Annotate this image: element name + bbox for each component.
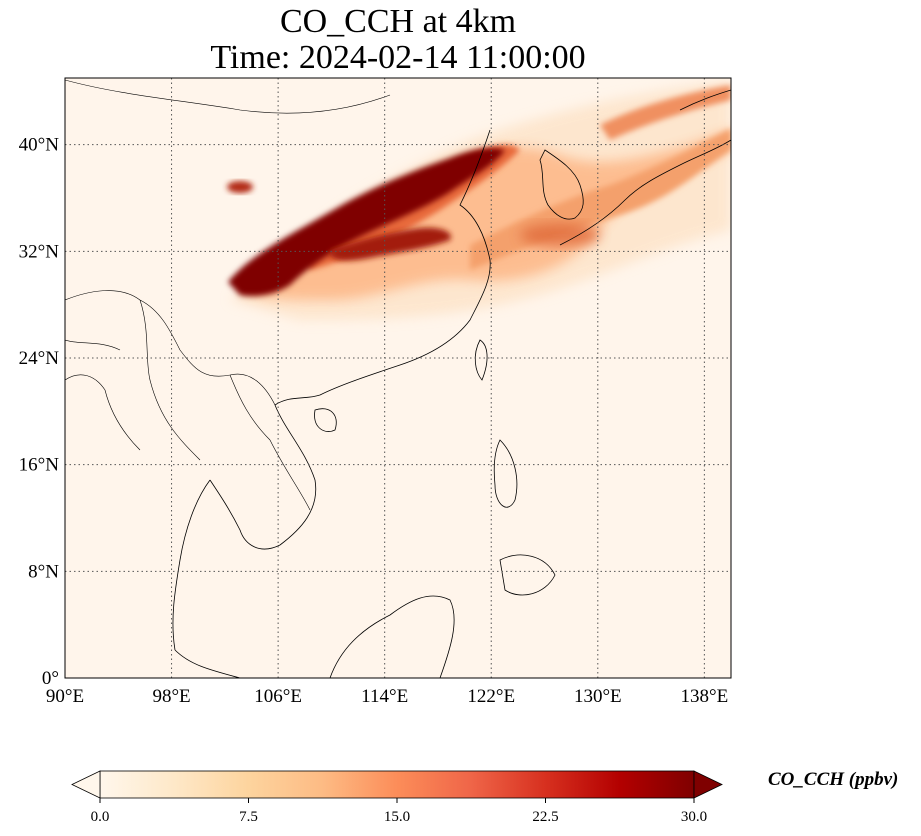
colorbar-min-extend (71, 770, 101, 799)
lon-tick-label: 106°E (254, 686, 302, 707)
colorbar-max-extend (693, 770, 723, 799)
lat-tick-label: 8°N (28, 561, 59, 582)
lon-tick-label: 130°E (574, 686, 622, 707)
lon-tick-label: 122°E (467, 686, 515, 707)
coastlines (65, 79, 731, 678)
concentration-field (227, 80, 731, 320)
gridlines (65, 78, 731, 678)
plume-patch-sea (520, 223, 600, 247)
hokkaido-coastline (679, 89, 731, 111)
lon-tick-label: 114°E (361, 686, 408, 707)
plume-northeast (600, 85, 731, 140)
northern-border (65, 79, 391, 114)
colorbar-tick-label: 15.0 (384, 809, 410, 825)
plume-core (228, 147, 505, 297)
latitude-tick-labels: 0° 8°N 16°N 24°N 32°N 40°N (19, 135, 60, 689)
lon-tick-label: 90°E (46, 686, 84, 707)
korea-coastline (539, 149, 584, 220)
lat-tick-label: 24°N (19, 348, 60, 369)
malaysia-coastline (174, 649, 241, 678)
plume-core-secondary (330, 227, 451, 261)
lat-tick-label: 32°N (19, 241, 60, 262)
country-borders (65, 290, 311, 511)
luzon-coastline (493, 439, 518, 508)
longitude-tick-labels: 90°E 98°E 106°E 114°E 122°E 130°E 138°E (46, 686, 728, 707)
colorbar-tick-label: 7.5 (239, 809, 258, 825)
plume-patch-west (227, 181, 253, 193)
borneo-coastline (329, 595, 455, 678)
china-coastline (274, 129, 491, 406)
colorbar-tick-labels: 0.0 7.5 15.0 22.5 30.0 (91, 798, 707, 825)
map-frame (64, 77, 732, 679)
colorbar-tick-label: 22.5 (532, 809, 558, 825)
taiwan-coastline (474, 339, 488, 381)
lat-tick-label: 16°N (19, 455, 60, 476)
colorbar-label: CO_CCH (ppbv) (768, 769, 899, 790)
map-time-subtitle: Time: 2024-02-14 11:00:00 (210, 39, 586, 76)
lon-tick-label: 138°E (681, 686, 729, 707)
map-title: CO_CCH at 4km (279, 3, 517, 40)
japan-coastline (559, 139, 731, 246)
colorbar-bar (99, 770, 695, 799)
colorbar-tick-label: 30.0 (681, 809, 707, 825)
indochina-coastline (209, 404, 317, 550)
thailand-coastline (172, 479, 211, 651)
colorbar-tick-label: 0.0 (91, 809, 110, 825)
lat-tick-label: 0° (42, 668, 59, 689)
lat-tick-label: 40°N (19, 135, 60, 156)
lon-tick-label: 98°E (152, 686, 190, 707)
colorbar: 0.0 7.5 15.0 22.5 30.0 (71, 770, 723, 825)
hainan-coastline (314, 408, 337, 432)
mindanao-coastline (499, 554, 556, 596)
